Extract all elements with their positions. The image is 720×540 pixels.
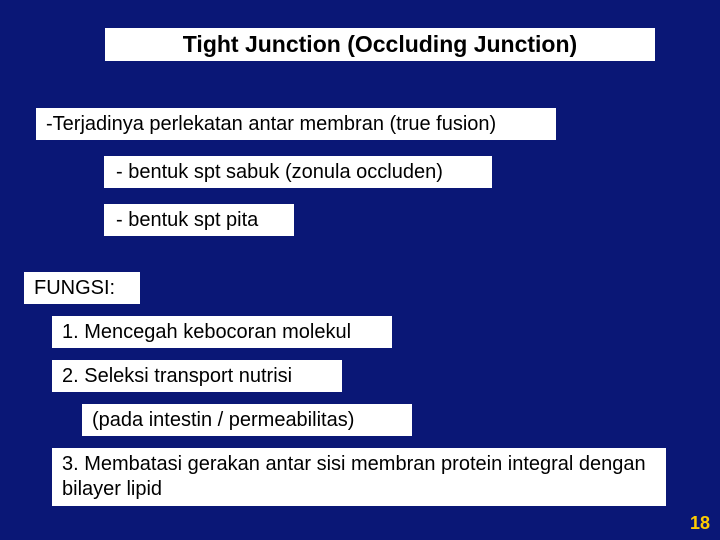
line-3-text: - bentuk spt pita [116, 209, 258, 232]
fungsi-2-sub: (pada intestin / permeabilitas) [82, 404, 412, 436]
line-2: - bentuk spt sabuk (zonula occluden) [104, 156, 492, 188]
line-2-text: - bentuk spt sabuk (zonula occluden) [116, 161, 443, 184]
slide-title-container: Tight Junction (Occluding Junction) [105, 26, 655, 62]
page-number: 18 [690, 513, 710, 534]
fungsi-3-text: 3. Membatasi gerakan antar sisi membran … [62, 452, 658, 502]
line-3: - bentuk spt pita [104, 204, 294, 236]
fungsi-3: 3. Membatasi gerakan antar sisi membran … [52, 448, 666, 506]
fungsi-2-text: 2. Seleksi transport nutrisi [62, 365, 292, 388]
fungsi-1: 1. Mencegah kebocoran molekul [52, 316, 392, 348]
line-1: -Terjadinya perlekatan antar membran (tr… [36, 108, 556, 140]
fungsi-label: FUNGSI: [24, 272, 140, 304]
fungsi-1-text: 1. Mencegah kebocoran molekul [62, 321, 351, 344]
slide-title: Tight Junction (Occluding Junction) [105, 28, 655, 61]
fungsi-label-text: FUNGSI: [34, 277, 115, 300]
line-1-text: -Terjadinya perlekatan antar membran (tr… [46, 113, 496, 136]
fungsi-2: 2. Seleksi transport nutrisi [52, 360, 342, 392]
fungsi-2-sub-text: (pada intestin / permeabilitas) [92, 409, 354, 432]
